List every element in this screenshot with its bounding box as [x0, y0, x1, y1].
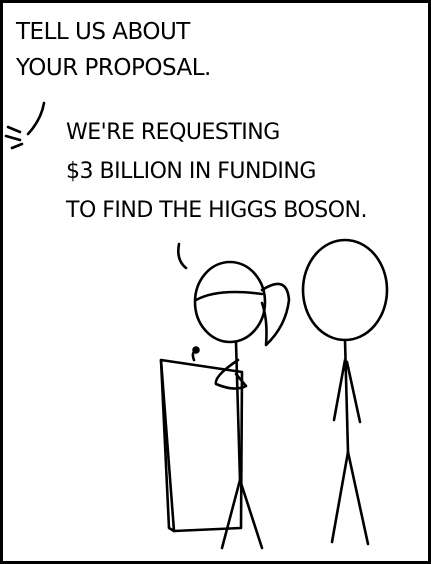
woman-speech-text: WE'RE REQUESTING $3 BILLION IN FUNDING T… — [66, 120, 368, 223]
speech-tail — [177, 242, 188, 270]
offpanel-speaker-marks — [4, 101, 46, 150]
off-panel-speech-text: TELL US ABOUT YOUR PROPOSAL. — [16, 19, 211, 81]
podium — [159, 346, 244, 533]
man-figure — [301, 238, 389, 546]
woman-figure — [193, 260, 291, 550]
